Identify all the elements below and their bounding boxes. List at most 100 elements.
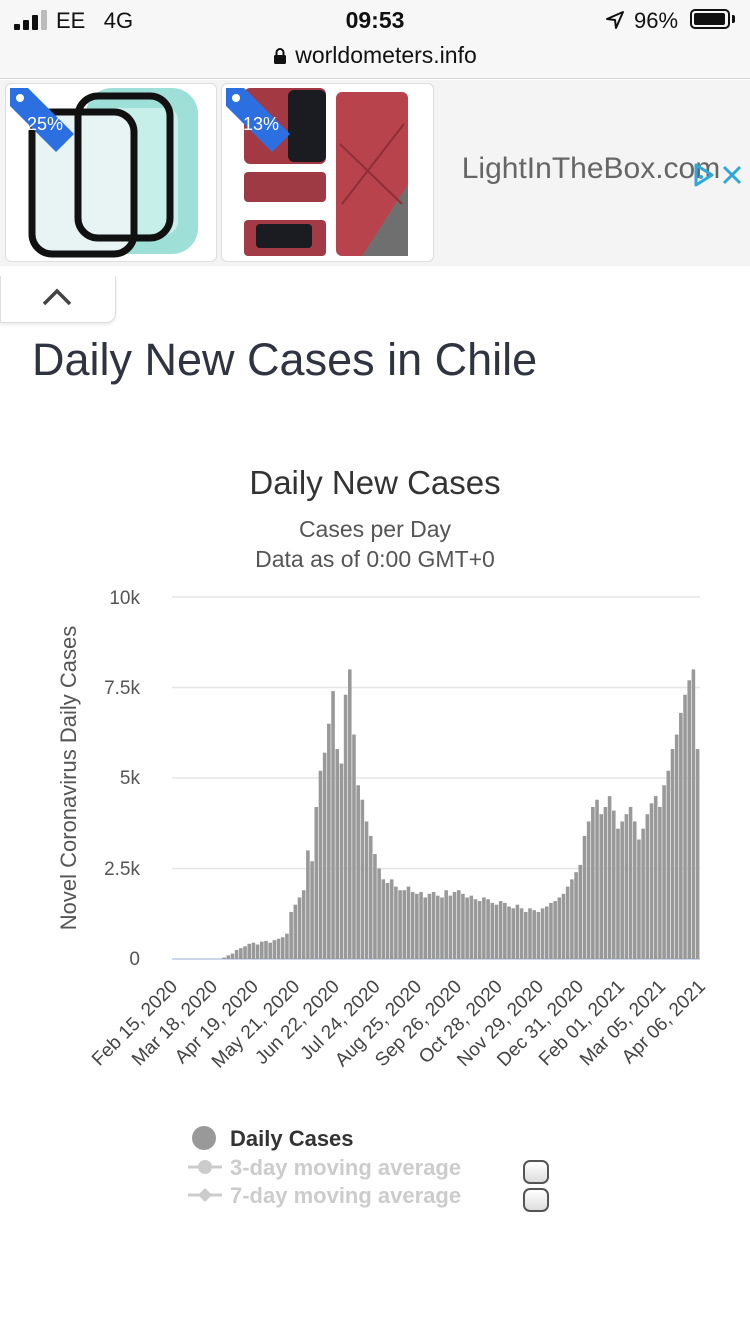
daily-cases-bar[interactable] (381, 879, 386, 959)
daily-cases-bar[interactable] (649, 803, 654, 959)
ad-product-card[interactable]: -25% (5, 83, 217, 262)
daily-cases-bar[interactable] (289, 911, 293, 959)
daily-cases-bar[interactable] (561, 893, 566, 959)
daily-cases-bar[interactable] (511, 908, 516, 959)
daily-cases-bar[interactable] (616, 828, 620, 959)
daily-cases-bar[interactable] (662, 785, 666, 959)
daily-cases-bar[interactable] (456, 890, 461, 959)
daily-cases-bar[interactable] (473, 899, 478, 959)
daily-cases-bar[interactable] (419, 892, 423, 959)
daily-cases-bar[interactable] (549, 902, 553, 959)
daily-cases-bar[interactable] (465, 897, 469, 959)
daily-cases-bar[interactable] (398, 890, 402, 959)
daily-cases-bar[interactable] (565, 886, 570, 959)
daily-cases-bar[interactable] (377, 868, 381, 960)
daily-cases-bar[interactable] (570, 879, 574, 959)
daily-cases-bar[interactable] (645, 814, 650, 959)
daily-cases-bar[interactable] (695, 749, 700, 959)
daily-cases-bar[interactable] (582, 835, 587, 959)
daily-cases-bar[interactable] (448, 895, 453, 959)
daily-cases-bar[interactable] (364, 821, 369, 959)
daily-cases-bar[interactable] (490, 902, 495, 959)
daily-cases-bar[interactable] (658, 806, 662, 959)
daily-cases-bar[interactable] (507, 906, 511, 959)
daily-cases-bar[interactable] (620, 821, 624, 959)
daily-cases-bar[interactable] (402, 890, 407, 959)
toggle-7day-average[interactable] (523, 1188, 549, 1212)
daily-cases-bar[interactable] (691, 669, 696, 959)
daily-cases-bar[interactable] (540, 908, 545, 959)
daily-cases-bar[interactable] (536, 911, 541, 959)
daily-cases-bar[interactable] (591, 806, 595, 959)
daily-cases-bar[interactable] (641, 828, 645, 959)
daily-cases-bar[interactable] (427, 893, 432, 959)
daily-cases-bar[interactable] (230, 953, 235, 959)
daily-cases-bar[interactable] (406, 886, 411, 959)
daily-cases-bar[interactable] (532, 910, 536, 959)
daily-cases-bar[interactable] (226, 955, 231, 959)
daily-cases-bar[interactable] (268, 942, 272, 959)
daily-cases-bar[interactable] (431, 892, 436, 959)
daily-cases-bar[interactable] (586, 821, 591, 959)
daily-cases-bar[interactable] (343, 694, 348, 959)
daily-cases-bar[interactable] (452, 892, 457, 959)
collapse-ad-button[interactable] (0, 276, 116, 323)
adchoices-icon[interactable] (690, 162, 716, 188)
daily-cases-bar[interactable] (301, 890, 306, 959)
daily-cases-bar[interactable] (544, 906, 549, 959)
daily-cases-bar[interactable] (440, 897, 444, 959)
daily-cases-bar[interactable] (297, 897, 302, 959)
daily-cases-bar[interactable] (494, 904, 499, 959)
daily-cases-bar[interactable] (293, 904, 298, 959)
daily-cases-bar[interactable] (653, 796, 658, 959)
url-display[interactable]: worldometers.info (0, 42, 750, 69)
daily-cases-bar[interactable] (394, 886, 398, 959)
daily-cases-bar[interactable] (385, 882, 390, 959)
daily-cases-bar[interactable] (251, 942, 256, 959)
toggle-3day-average[interactable] (523, 1160, 549, 1184)
daily-cases-bar[interactable] (469, 895, 474, 959)
daily-cases-bar[interactable] (687, 680, 692, 959)
daily-cases-bar[interactable] (339, 763, 344, 959)
daily-cases-bar[interactable] (574, 872, 578, 959)
daily-cases-bar[interactable] (306, 850, 310, 959)
daily-cases-bar[interactable] (670, 749, 675, 959)
daily-cases-bar[interactable] (318, 770, 323, 959)
daily-cases-bar[interactable] (624, 814, 629, 959)
daily-cases-bar[interactable] (423, 897, 428, 959)
daily-cases-bar[interactable] (637, 839, 641, 959)
daily-cases-bar[interactable] (666, 770, 671, 959)
daily-cases-bar[interactable] (322, 752, 327, 959)
daily-cases-bar[interactable] (368, 835, 373, 959)
daily-cases-bar[interactable] (679, 712, 683, 959)
daily-cases-bar[interactable] (528, 908, 532, 959)
ad-banner[interactable]: -25% -13% LightInTheBox.com (0, 80, 750, 266)
daily-cases-bar[interactable] (389, 879, 394, 959)
daily-cases-bar[interactable] (280, 937, 285, 959)
daily-cases-bar[interactable] (578, 864, 583, 959)
daily-cases-bar[interactable] (264, 940, 268, 959)
daily-cases-bar[interactable] (285, 933, 289, 959)
daily-cases-bar[interactable] (327, 723, 331, 959)
daily-cases-bar[interactable] (243, 946, 247, 959)
daily-cases-bar[interactable] (674, 734, 679, 959)
daily-cases-bar[interactable] (410, 892, 415, 959)
daily-cases-bar[interactable] (477, 901, 482, 959)
daily-cases-bar[interactable] (222, 957, 226, 959)
daily-cases-bar[interactable] (436, 895, 440, 959)
daily-cases-bar[interactable] (683, 694, 687, 959)
daily-cases-bar[interactable] (603, 806, 608, 959)
daily-cases-bar[interactable] (599, 814, 604, 959)
daily-cases-bar[interactable] (503, 902, 507, 959)
daily-cases-bar[interactable] (356, 785, 360, 959)
daily-cases-bar[interactable] (239, 948, 243, 959)
daily-cases-bar[interactable] (415, 893, 419, 959)
daily-cases-bar[interactable] (461, 893, 465, 959)
daily-cases-bar[interactable] (352, 734, 356, 959)
daily-cases-bar[interactable] (553, 901, 557, 959)
daily-cases-bar[interactable] (519, 908, 524, 959)
daily-cases-bar[interactable] (272, 940, 277, 959)
daily-cases-bar[interactable] (524, 911, 528, 959)
address-bar[interactable]: worldometers.info (0, 40, 750, 79)
daily-cases-bar[interactable] (276, 938, 281, 959)
